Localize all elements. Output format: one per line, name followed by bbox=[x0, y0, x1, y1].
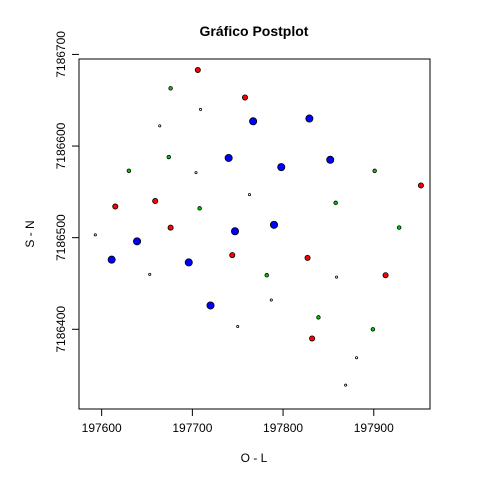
data-point-red bbox=[382, 272, 389, 279]
data-point-green bbox=[372, 168, 377, 173]
data-point-red bbox=[112, 203, 119, 210]
data-point-green bbox=[333, 200, 338, 206]
x-axis-label: O - L bbox=[241, 451, 268, 465]
data-point-white bbox=[344, 383, 348, 387]
data-point-white bbox=[335, 275, 339, 279]
chart-title: Gráfico Postplot bbox=[200, 23, 309, 39]
data-point-green bbox=[264, 273, 269, 278]
data-point-blue bbox=[133, 237, 142, 246]
y-axis: 7186400 7186500 7186600 7186700 bbox=[54, 31, 79, 353]
data-point-blue bbox=[184, 258, 193, 267]
data-point-white bbox=[199, 107, 203, 111]
data-point-blue bbox=[230, 227, 239, 236]
data-point-blue bbox=[277, 163, 286, 172]
data-point-blue bbox=[305, 114, 314, 123]
data-point-red bbox=[152, 198, 159, 205]
data-point-white bbox=[269, 298, 273, 302]
y-tick-label: 7186600 bbox=[54, 122, 68, 169]
data-points bbox=[93, 66, 424, 387]
data-point-white bbox=[236, 325, 240, 329]
data-point-blue bbox=[107, 255, 116, 264]
data-point-blue bbox=[206, 301, 215, 310]
data-point-red bbox=[417, 182, 424, 189]
data-point-white bbox=[248, 193, 252, 197]
data-point-green bbox=[370, 327, 376, 332]
y-tick-label: 7186700 bbox=[54, 31, 68, 78]
data-point-white bbox=[194, 171, 198, 175]
data-point-green bbox=[126, 168, 132, 173]
data-point-blue bbox=[269, 220, 278, 229]
data-point-blue bbox=[249, 117, 258, 126]
data-point-green bbox=[168, 86, 173, 91]
x-tick-label: 197900 bbox=[354, 421, 394, 435]
data-point-white bbox=[148, 272, 152, 276]
x-tick-label: 197700 bbox=[172, 421, 212, 435]
data-point-red bbox=[309, 335, 316, 342]
data-point-green bbox=[197, 206, 202, 211]
data-point-green bbox=[396, 225, 402, 230]
x-tick-label: 197800 bbox=[263, 421, 303, 435]
data-point-blue bbox=[224, 153, 233, 162]
data-point-white bbox=[355, 356, 359, 360]
data-point-white bbox=[93, 233, 97, 237]
data-point-red bbox=[241, 94, 248, 101]
data-point-red bbox=[167, 224, 174, 231]
plot-frame bbox=[78, 58, 431, 410]
x-tick-label: 197600 bbox=[82, 421, 122, 435]
data-point-red bbox=[229, 252, 236, 259]
x-axis: 197600 197700 197800 197900 bbox=[82, 409, 394, 435]
data-point-green bbox=[316, 315, 321, 320]
data-point-red bbox=[304, 254, 311, 261]
y-tick-label: 7186500 bbox=[54, 214, 68, 261]
y-axis-label: S - N bbox=[23, 220, 37, 247]
data-point-white bbox=[158, 124, 162, 128]
y-tick-label: 7186400 bbox=[54, 306, 68, 353]
data-point-red bbox=[194, 66, 201, 73]
data-point-green bbox=[166, 154, 171, 160]
data-point-blue bbox=[326, 155, 335, 164]
